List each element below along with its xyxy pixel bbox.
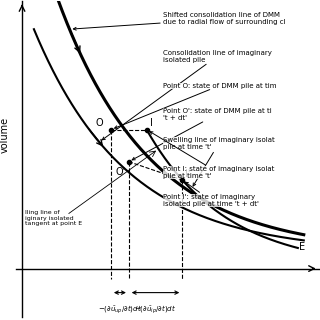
Text: I: I — [149, 118, 152, 128]
Text: Point I: state of imaginary isolat
pile at time 't': Point I: state of imaginary isolat pile … — [150, 132, 274, 180]
Text: Point O: state of DMM pile at tim: Point O: state of DMM pile at tim — [115, 83, 276, 128]
Text: E: E — [299, 242, 306, 252]
Text: Point O': state of DMM pile at ti
't + dt': Point O': state of DMM pile at ti 't + d… — [132, 108, 272, 160]
Text: I': I' — [185, 169, 190, 179]
Text: lling line of
iginary isolated
tangent at point E: lling line of iginary isolated tangent a… — [25, 210, 82, 226]
Text: Swelling line of imaginary isolat
pile at time 't': Swelling line of imaginary isolat pile a… — [163, 137, 275, 186]
Text: Point I': state of imaginary
isolated pile at time 't + dt': Point I': state of imaginary isolated pi… — [163, 182, 259, 207]
Text: volume: volume — [0, 117, 9, 153]
Text: O: O — [96, 118, 104, 128]
Text: Shifted consolidation line of DMM
due to radial flow of surrounding cl: Shifted consolidation line of DMM due to… — [73, 12, 285, 30]
Text: $-(\partial\bar{u}_{up}/\partial t)dt$: $-(\partial\bar{u}_{up}/\partial t)dt$ — [98, 303, 142, 316]
Text: O': O' — [116, 167, 126, 177]
Text: $-(\partial\bar{u}_{ip}/\partial t)dt$: $-(\partial\bar{u}_{ip}/\partial t)dt$ — [134, 303, 177, 316]
Text: Consolidation line of imaginary
isolated pile: Consolidation line of imaginary isolated… — [102, 50, 272, 140]
